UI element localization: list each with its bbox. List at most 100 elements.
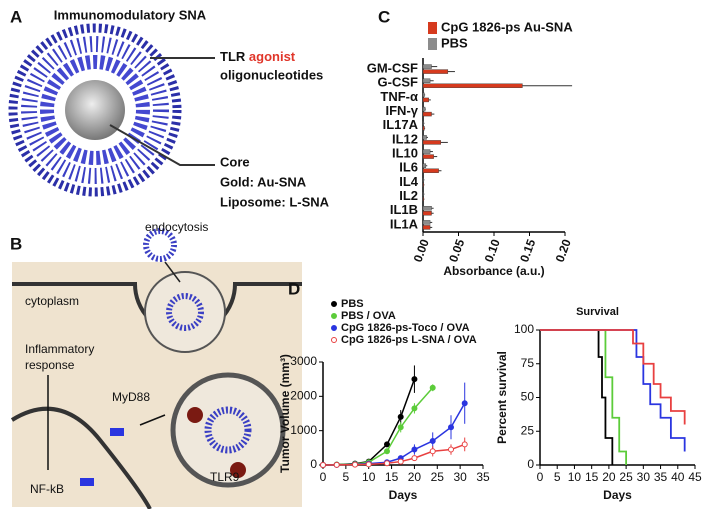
label: cytoplasm — [25, 294, 79, 308]
bar — [422, 135, 427, 140]
x-tick-label: 20 — [408, 470, 422, 484]
bar — [422, 78, 431, 83]
y-tick-label: 0 — [310, 457, 317, 471]
data-point — [397, 413, 404, 420]
bar — [422, 154, 434, 159]
x-tick-label: 20 — [602, 470, 616, 484]
nucleus-membrane — [10, 406, 152, 509]
data-point — [384, 441, 390, 448]
legend-label: PBS — [341, 298, 364, 310]
bar — [422, 97, 429, 103]
bar — [422, 83, 523, 88]
panel-label: B — [10, 234, 22, 253]
y-tick-label: 3000 — [290, 354, 317, 368]
arrow — [139, 414, 166, 426]
arrow — [164, 261, 181, 283]
data-point — [429, 384, 436, 391]
bar — [422, 177, 424, 183]
y-tick-label: IL1A — [390, 216, 419, 231]
y-tick-label: IL17A — [383, 117, 419, 132]
sna-strands — [21, 36, 169, 184]
legend-swatch — [428, 22, 437, 34]
label: NF-kB — [30, 482, 64, 496]
label: TLR9 — [210, 470, 240, 484]
legend-marker — [331, 337, 337, 343]
data-point — [448, 446, 454, 453]
pointer — [109, 124, 215, 166]
survival-line — [540, 329, 686, 452]
label: TLR agonist — [220, 49, 296, 64]
legend-label: CpG 1826-ps L-SNA / OVA — [341, 334, 477, 346]
endosome — [144, 271, 226, 353]
sna — [166, 293, 204, 331]
bar — [422, 196, 424, 202]
label: MyD88 — [112, 390, 150, 404]
diagram-title: Immunomodulatory SNA — [54, 7, 207, 22]
legend-swatch — [428, 38, 437, 50]
data-point — [333, 461, 340, 468]
data-point — [461, 441, 468, 448]
y-tick-label: TNF-α — [380, 89, 418, 104]
bar — [422, 182, 424, 188]
x-tick-label: 10 — [568, 470, 582, 484]
bar — [422, 168, 439, 173]
label: Gold: Au-SNA — [220, 174, 307, 189]
survival-line — [540, 329, 614, 465]
label: agonist — [249, 49, 296, 64]
x-tick-label: 0 — [320, 470, 327, 484]
y-tick-label: IL6 — [399, 160, 418, 175]
y-axis-label: Percent survival — [495, 351, 509, 444]
data-point — [365, 461, 372, 468]
x-tick-label: 15 — [385, 470, 399, 484]
y-tick-label: IL2 — [399, 188, 418, 203]
y-tick-label: 75 — [521, 356, 535, 370]
diagram-b: endocytosis cytoplasm Inflammatory respo… — [10, 220, 302, 509]
bar — [422, 111, 432, 117]
data-point — [384, 460, 390, 467]
data-point — [397, 424, 404, 431]
x-tick-label: 40 — [671, 470, 685, 484]
tlr9 — [230, 462, 246, 478]
y-tick-label: 2000 — [290, 389, 317, 403]
data-point — [411, 376, 418, 383]
survival-line — [540, 329, 628, 465]
x-tick-label: 30 — [453, 470, 467, 484]
x-tick-label: 45 — [688, 470, 702, 484]
x-axis-label: Absorbance (a.u.) — [443, 264, 544, 278]
x-tick-label: 10 — [362, 470, 376, 484]
y-tick-label: GM-CSF — [367, 61, 418, 76]
data-point — [411, 446, 418, 453]
x-tick-label: 5 — [343, 470, 350, 484]
x-tick-label: 0.05 — [446, 237, 467, 264]
bar — [422, 69, 449, 74]
panel-label: C — [378, 7, 390, 26]
x-tick-label: 25 — [431, 470, 445, 484]
x-tick-label: 0.10 — [482, 237, 503, 264]
endosome — [170, 372, 286, 488]
x-tick-label: 35 — [654, 470, 668, 484]
x-axis-label: Days — [389, 488, 418, 502]
data-point — [429, 437, 436, 444]
label: Core — [220, 154, 250, 169]
sna — [204, 406, 252, 454]
legend-label: CpG 1826-ps-Toco / OVA — [341, 322, 470, 334]
x-tick-label: 0 — [537, 470, 544, 484]
y-tick-label: 100 — [514, 322, 534, 336]
y-tick-label: IFN-γ — [386, 103, 419, 118]
data-point — [411, 455, 418, 462]
sna-core — [65, 80, 125, 140]
diagram-a: Immunomodulatory SNA TLR agonist oligonu… — [8, 7, 330, 209]
sna-strands — [8, 23, 182, 197]
x-tick-label: 15 — [585, 470, 599, 484]
sna — [143, 228, 177, 262]
data-point — [384, 448, 390, 455]
bar — [422, 225, 431, 230]
data-line — [322, 443, 465, 466]
x-tick-label: 5 — [554, 470, 561, 484]
label: response — [25, 358, 75, 372]
label: Liposome: L-SNA — [220, 194, 330, 209]
y-tick-label: IL4 — [399, 174, 419, 189]
panel-label: A — [10, 7, 22, 26]
y-tick-label: 1000 — [290, 423, 317, 437]
legend-marker — [331, 313, 337, 319]
